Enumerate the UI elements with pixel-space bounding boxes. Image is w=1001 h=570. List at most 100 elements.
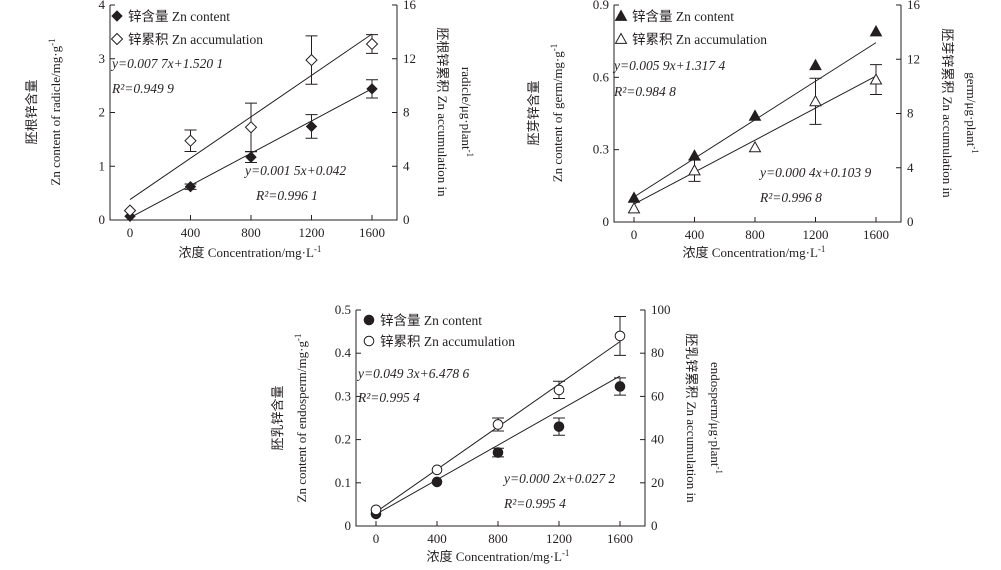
y-left-tick-label: 0.6 bbox=[593, 69, 610, 84]
y-left-tick-label: 0.5 bbox=[335, 302, 351, 317]
r2-accumulation: R²=0.949 9 bbox=[111, 81, 174, 96]
r2-accumulation: R²=0.984 8 bbox=[613, 84, 676, 99]
x-tick-label: 0 bbox=[127, 225, 134, 240]
x-tick-label: 800 bbox=[488, 531, 508, 546]
data-point-accumulation bbox=[431, 464, 443, 476]
legend-label-accumulation: 锌累积 Zn accumulation bbox=[128, 32, 263, 47]
data-point-accumulation bbox=[748, 140, 762, 153]
data-point-accumulation bbox=[123, 204, 137, 217]
y-right-tick-label: 0 bbox=[651, 518, 658, 533]
data-point-content bbox=[431, 476, 443, 488]
x-tick-label: 400 bbox=[427, 531, 447, 546]
chart-panel-germ: 0 0.3 0.6 0.9 0 4 8 12 16 0 400 800 1200 1600 浓度 Conce… bbox=[526, 0, 980, 260]
legend-label-content: 锌含量 Zn content bbox=[632, 9, 734, 24]
x-axis-label: 浓度 Concentration/mg·L-1 bbox=[179, 244, 322, 260]
x-axis-label: 浓度 Concentration/mg·L-1 bbox=[683, 244, 826, 260]
y-left-label-en: Zn content of germ/mg·g-1 bbox=[549, 44, 565, 183]
legend-label-accumulation: 锌累积 Zn accumulation bbox=[380, 334, 515, 349]
r2-content: R²=0.996 8 bbox=[759, 190, 822, 205]
data-point-content bbox=[245, 151, 257, 163]
x-tick-label: 1600 bbox=[359, 225, 385, 240]
legend-marker-content bbox=[111, 10, 123, 22]
y-right-label-line1: 胚根锌累积 Zn accumulation in bbox=[435, 27, 450, 197]
data-point-accumulation bbox=[553, 384, 565, 396]
y-right-tick-label: 0 bbox=[907, 214, 914, 229]
x-tick-label: 1600 bbox=[863, 227, 889, 242]
y-right-tick-label: 20 bbox=[651, 475, 664, 490]
equation-content: y=0.001 5x+0.042 bbox=[243, 163, 346, 178]
axes-frame bbox=[355, 310, 646, 527]
x-tick-label: 1600 bbox=[607, 531, 633, 546]
y-left-tick-label: 0.3 bbox=[593, 142, 609, 157]
equation-content: y=0.000 2x+0.027 2 bbox=[502, 471, 615, 486]
data-point-content bbox=[614, 381, 626, 392]
data-point-accumulation bbox=[614, 330, 626, 342]
x-tick-label: 800 bbox=[745, 227, 765, 242]
y-left-tick-label: 0.1 bbox=[335, 475, 351, 490]
y-right-label-line1: 胚芽锌累积 Zn accumulation in bbox=[940, 28, 955, 198]
x-tick-label: 400 bbox=[181, 225, 201, 240]
y-right-label-line2: germ/μg·plant-1 bbox=[964, 72, 980, 154]
y-right-tick-label: 12 bbox=[907, 51, 920, 66]
x-tick-label: 0 bbox=[631, 227, 638, 242]
y-right-tick-label: 0 bbox=[403, 212, 410, 227]
y-right-tick-label: 60 bbox=[651, 388, 664, 403]
data-point-content bbox=[366, 83, 378, 95]
x-tick-label: 800 bbox=[241, 225, 261, 240]
data-point-accumulation bbox=[869, 73, 883, 85]
x-tick-label: 400 bbox=[685, 227, 705, 242]
legend-label-content: 锌含量 Zn content bbox=[128, 9, 230, 24]
y-right-label-line1: 胚乳锌累积 Zn accumulation in bbox=[684, 333, 699, 503]
fit-line-accumulation bbox=[633, 75, 877, 205]
data-point-accumulation bbox=[492, 419, 504, 430]
y-left-tick-label: 0.3 bbox=[335, 388, 351, 403]
y-left-label-en: Zn content of endosperm/mg·g-1 bbox=[293, 334, 309, 503]
y-left-label-cn: 胚乳锌含量 bbox=[270, 385, 285, 450]
data-point-accumulation bbox=[244, 121, 258, 134]
data-point-accumulation bbox=[184, 134, 197, 147]
y-right-tick-label: 4 bbox=[907, 160, 914, 175]
legend-marker-accumulation bbox=[614, 32, 628, 44]
data-point-content bbox=[627, 191, 641, 203]
y-left-tick-label: 0 bbox=[345, 518, 352, 533]
y-right-label-line2: radicle/μg·plant-1 bbox=[459, 67, 475, 157]
y-left-tick-label: 0 bbox=[99, 212, 106, 227]
x-tick-label: 1200 bbox=[803, 227, 829, 242]
y-right-tick-label: 16 bbox=[907, 0, 921, 12]
equation-accumulation: y=0.049 3x+6.478 6 bbox=[356, 366, 469, 381]
legend-marker-accumulation bbox=[110, 32, 124, 46]
legend-marker-accumulation bbox=[363, 335, 375, 347]
data-point-content bbox=[748, 109, 762, 121]
data-point-content bbox=[184, 180, 197, 193]
y-left-label-en: Zn content of radicle/mg·g-1 bbox=[47, 38, 63, 185]
y-left-label-cn: 胚根锌含量 bbox=[24, 79, 39, 144]
x-tick-label: 1200 bbox=[299, 225, 325, 240]
data-point-accumulation bbox=[688, 163, 701, 176]
r2-content: R²=0.995 4 bbox=[503, 496, 566, 511]
y-right-tick-label: 80 bbox=[651, 345, 664, 360]
fit-line-content bbox=[375, 375, 621, 515]
equation-accumulation: y=0.007 7x+1.520 1 bbox=[110, 56, 223, 71]
y-right-tick-label: 4 bbox=[403, 158, 410, 173]
y-right-tick-label: 100 bbox=[651, 302, 671, 317]
data-point-content bbox=[492, 447, 504, 458]
data-point-accumulation bbox=[370, 504, 382, 516]
data-point-accumulation bbox=[627, 201, 641, 214]
y-left-tick-label: 1 bbox=[99, 158, 106, 173]
y-left-label-cn: 胚芽锌含量 bbox=[526, 80, 541, 145]
data-point-content bbox=[869, 24, 883, 37]
r2-accumulation: R²=0.995 4 bbox=[357, 390, 420, 405]
y-left-tick-label: 0 bbox=[603, 214, 610, 229]
y-left-tick-label: 2 bbox=[99, 105, 106, 120]
legend-marker-content bbox=[363, 314, 375, 326]
data-point-accumulation bbox=[365, 37, 379, 51]
x-tick-label: 1200 bbox=[546, 531, 572, 546]
data-point-content bbox=[688, 149, 701, 161]
legend-marker-content bbox=[614, 9, 628, 21]
x-tick-label: 0 bbox=[373, 531, 380, 546]
data-point-content bbox=[553, 421, 565, 432]
y-right-tick-label: 16 bbox=[403, 0, 417, 12]
x-axis-label: 浓度 Concentration/mg·L-1 bbox=[427, 548, 570, 564]
